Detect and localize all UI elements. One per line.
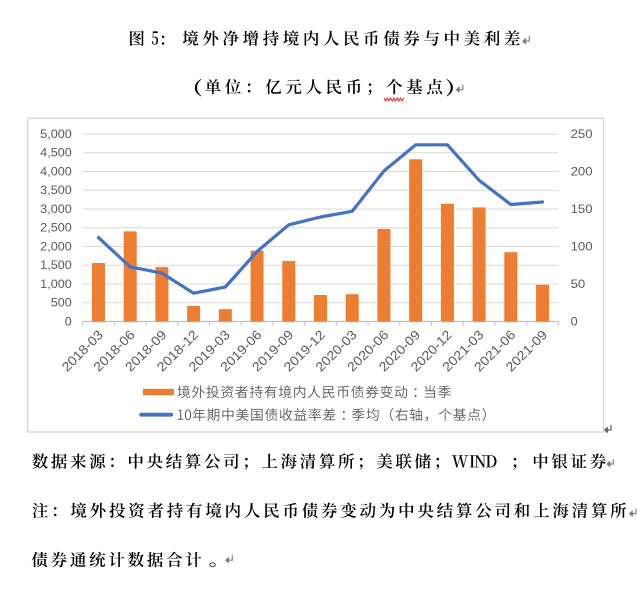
svg-text:0: 0 (571, 314, 578, 328)
svg-text:3,500: 3,500 (40, 183, 72, 197)
svg-text:50: 50 (571, 277, 586, 291)
svg-text:100: 100 (571, 239, 593, 253)
svg-text:5,000: 5,000 (40, 127, 72, 141)
svg-text:200: 200 (571, 164, 593, 178)
svg-text:250: 250 (571, 127, 593, 141)
svg-text:150: 150 (571, 202, 593, 216)
svg-text:3,000: 3,000 (40, 202, 72, 216)
svg-text:1,500: 1,500 (40, 258, 72, 272)
svg-text:4,500: 4,500 (40, 146, 72, 160)
svg-text:500: 500 (51, 296, 72, 310)
svg-text:2,500: 2,500 (40, 221, 72, 235)
svg-text:1,000: 1,000 (40, 277, 72, 291)
svg-text:0: 0 (65, 314, 72, 328)
svg-text:2,000: 2,000 (40, 239, 72, 253)
svg-text:4,000: 4,000 (40, 164, 72, 178)
